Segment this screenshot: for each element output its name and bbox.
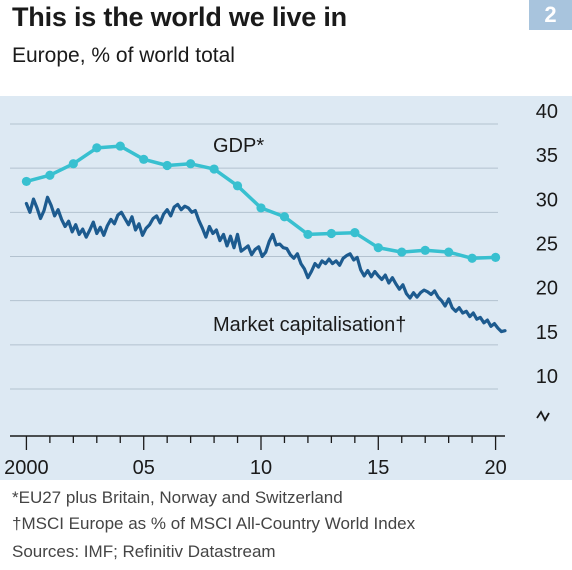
footnote-sources: Sources: IMF; Refinitiv Datastream <box>12 542 276 561</box>
gdp-point-2014 <box>350 228 360 238</box>
x-tick-label-2020: 20 <box>484 457 506 479</box>
gdp-point-2019 <box>467 253 477 263</box>
gridlines <box>10 123 498 390</box>
gdp-point-2016 <box>397 247 407 257</box>
gdp-point-2001 <box>45 170 55 180</box>
chart-number-badge: 2 <box>529 0 572 30</box>
y-tick-label-25: 25 <box>536 234 558 256</box>
line-chart: 10 15 20 25 30 35 40 2000 05 10 15 20 GDP* Market … <box>4 101 558 479</box>
gdp-point-2003 <box>92 143 102 153</box>
gdp-line <box>24 144 498 261</box>
y-axis-tick-labels: 10 15 20 25 30 35 40 <box>536 101 558 388</box>
y-tick-label-15: 15 <box>536 322 558 344</box>
footnote-gdp: *EU27 plus Britain, Norway and Switzerla… <box>12 488 343 507</box>
x-tick-label-2015: 15 <box>367 457 389 479</box>
gdp-point-2015 <box>373 243 383 253</box>
gdp-point-2004 <box>115 141 125 151</box>
gdp-point-2002 <box>68 159 78 169</box>
gdp-point-2009 <box>232 181 243 191</box>
y-tick-label-35: 35 <box>536 145 558 167</box>
market-cap-series-label: Market capitalisation† <box>213 314 406 336</box>
gdp-series-label: GDP* <box>213 135 264 157</box>
y-tick-label-20: 20 <box>536 278 558 300</box>
gdp-point-2010 <box>256 203 266 213</box>
gdp-point-2020 <box>490 252 501 262</box>
x-axis: 2000 05 10 15 20 <box>4 435 507 479</box>
market-cap-line <box>24 195 507 334</box>
gdp-markers <box>21 141 501 263</box>
gdp-point-2000 <box>21 176 32 187</box>
x-tick-label-2000: 2000 <box>4 457 49 479</box>
series-lines <box>24 144 507 334</box>
chart-subtitle: Europe, % of world total <box>12 44 235 67</box>
gdp-point-2007 <box>186 159 196 169</box>
gdp-point-2018 <box>444 247 454 257</box>
plot-background <box>0 96 572 480</box>
x-tick-label-2010: 10 <box>250 457 272 479</box>
y-tick-label-40: 40 <box>536 101 558 123</box>
x-tick-label-2005: 05 <box>133 457 155 479</box>
y-tick-label-30: 30 <box>536 189 558 211</box>
axis-break-icon <box>536 410 550 422</box>
gdp-point-2012 <box>303 229 313 240</box>
footnote-market-cap: †MSCI Europe as % of MSCI All-Country Wo… <box>12 514 416 533</box>
y-tick-label-10: 10 <box>536 366 558 388</box>
chart-title: This is the world we live in <box>12 2 347 32</box>
gdp-point-2011 <box>279 212 290 222</box>
gdp-point-2005 <box>139 154 149 164</box>
gdp-point-2013 <box>326 228 336 239</box>
gdp-point-2008 <box>209 164 219 174</box>
gdp-point-2006 <box>162 160 172 171</box>
y-axis-break <box>536 410 550 422</box>
gdp-point-2017 <box>420 245 430 255</box>
